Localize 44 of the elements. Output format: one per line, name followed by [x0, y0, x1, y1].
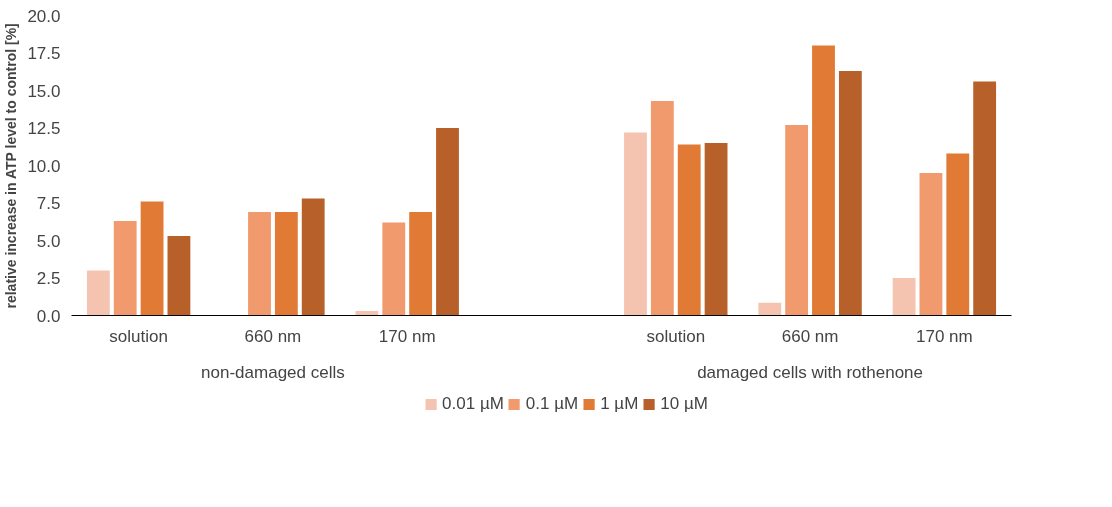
bar: [785, 125, 809, 316]
bar: [248, 212, 271, 316]
bar: [677, 144, 701, 316]
x-tick-label: 170 nm: [916, 326, 973, 346]
bar: [973, 81, 997, 316]
legend-label: 0.01 µM: [442, 394, 504, 414]
bar: [86, 270, 110, 316]
bar: [946, 153, 970, 316]
y-tick-label: 2.5: [36, 269, 61, 288]
bar: [650, 101, 674, 316]
bar: [436, 128, 459, 316]
bar: [409, 212, 433, 316]
legend-label: 1 µM: [600, 394, 639, 414]
text: damaged cells with rothenone: [697, 362, 924, 382]
y-tick-label: 10.0: [27, 156, 61, 176]
bar: [892, 278, 916, 316]
y-tick-label: 12.5: [27, 119, 61, 138]
bar: [758, 302, 782, 316]
bar: [812, 45, 835, 316]
y-tick-label: 0.0: [36, 306, 61, 326]
bar: [919, 173, 943, 316]
bar: [113, 221, 137, 316]
x-tick-label: solution: [646, 326, 706, 346]
x-tick-label: 660 nm: [244, 326, 302, 346]
y-tick-label: 20.0: [27, 6, 61, 26]
y-tick-label: 17.5: [27, 44, 61, 63]
y-tick-label: 7.5: [36, 194, 61, 213]
bar: [838, 71, 862, 316]
x-tick-label: solution: [109, 326, 168, 346]
legend-label: 10 µM: [660, 394, 708, 414]
bar: [624, 132, 647, 316]
bar: [704, 143, 728, 316]
bar: [382, 222, 406, 316]
bar: [167, 236, 191, 316]
y-tick-label: 5.0: [36, 231, 61, 251]
bar: [301, 198, 325, 316]
bar: [140, 201, 164, 316]
x-tick-label: 660 nm: [781, 326, 839, 346]
y-axis-title: relative increase in ATP level to control [%]: [3, 23, 20, 309]
bar: [274, 212, 298, 316]
text: non-damaged cells: [201, 362, 345, 382]
x-tick-label: 170 nm: [378, 326, 436, 346]
y-tick-label: 15.0: [27, 81, 61, 101]
legend-label: 0.1 µM: [525, 394, 579, 414]
